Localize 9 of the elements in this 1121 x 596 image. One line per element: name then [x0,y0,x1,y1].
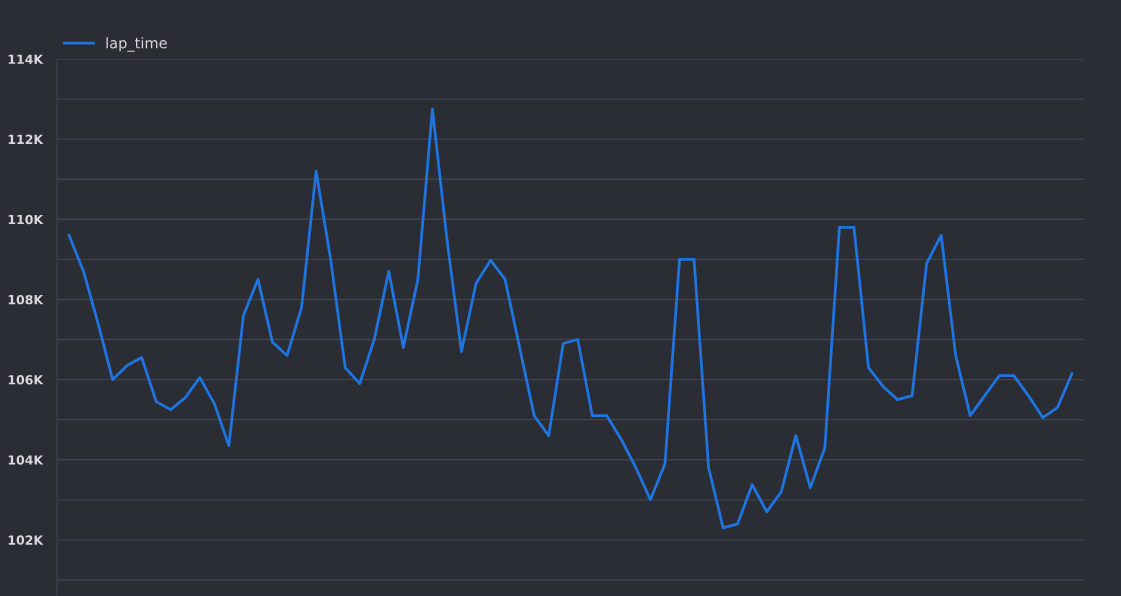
y-tick-label: 104K [8,455,44,465]
y-tick-label: 110K [8,214,44,225]
y-tick-label: 108K [8,294,44,305]
y-tick-label: 114K [8,54,44,64]
line-series [67,107,1074,530]
y-tick-label: 102K [8,535,44,545]
y-tick-label: 112K [8,134,44,144]
legend-label: lap_time [106,37,167,52]
y-tick-label: 106K [8,375,44,385]
